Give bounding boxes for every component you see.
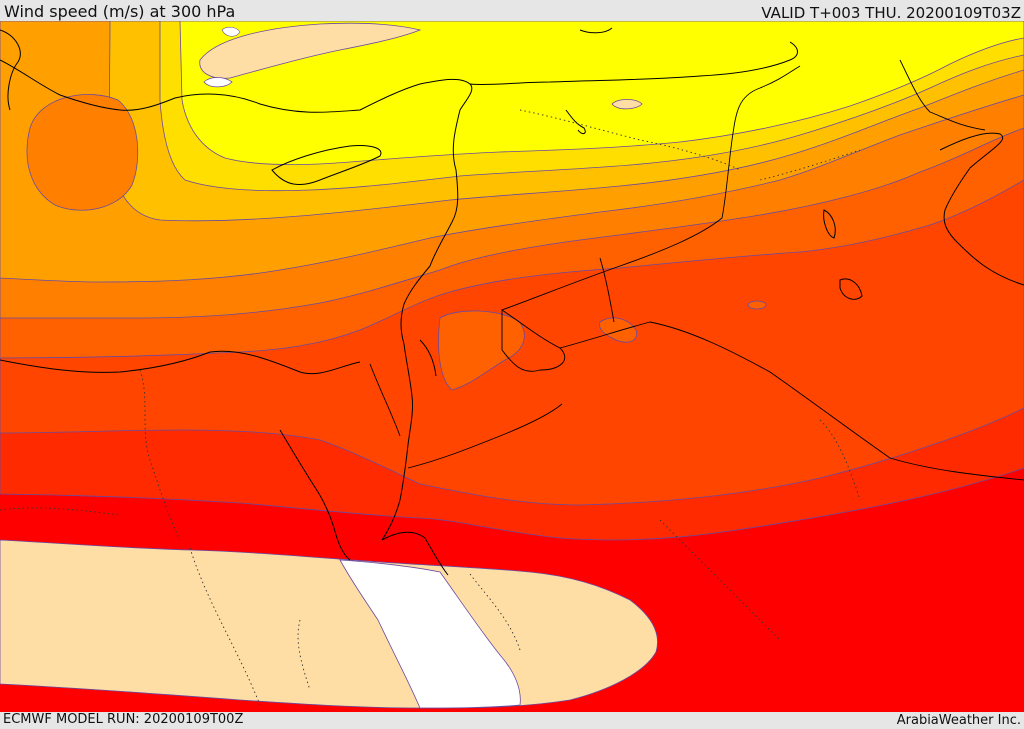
jet-core-iraq bbox=[599, 317, 638, 343]
coastlines bbox=[0, 27, 1024, 576]
map-canvas bbox=[0, 21, 1024, 712]
wind-spot-white-north bbox=[203, 77, 233, 88]
wind-band-weak-north bbox=[199, 22, 422, 79]
map-header: Wind speed (m/s) at 300 hPa VALID T+003 … bbox=[0, 0, 1024, 22]
map-title: Wind speed (m/s) at 300 hPa bbox=[4, 2, 236, 21]
jet-core-jordan bbox=[438, 310, 525, 391]
valid-time: VALID T+003 THU. 20200109T03Z bbox=[761, 4, 1021, 22]
province-borders bbox=[0, 109, 861, 706]
wind-spot-white-south bbox=[339, 559, 521, 709]
wind-band-yellow bbox=[179, 21, 1024, 166]
credit-text: ArabiaWeather Inc. bbox=[896, 713, 1021, 728]
map-footer: ECMWF MODEL RUN: 20200109T00Z ArabiaWeat… bbox=[0, 712, 1024, 729]
jet-core-small bbox=[747, 300, 767, 310]
wind-spot-white-top bbox=[221, 26, 241, 37]
wind-spot-weak-east bbox=[611, 99, 643, 110]
country-borders bbox=[369, 59, 1024, 481]
wind-speed-map bbox=[0, 21, 1024, 712]
model-run: ECMWF MODEL RUN: 20200109T00Z bbox=[3, 712, 244, 727]
jet-core-west bbox=[26, 94, 139, 211]
